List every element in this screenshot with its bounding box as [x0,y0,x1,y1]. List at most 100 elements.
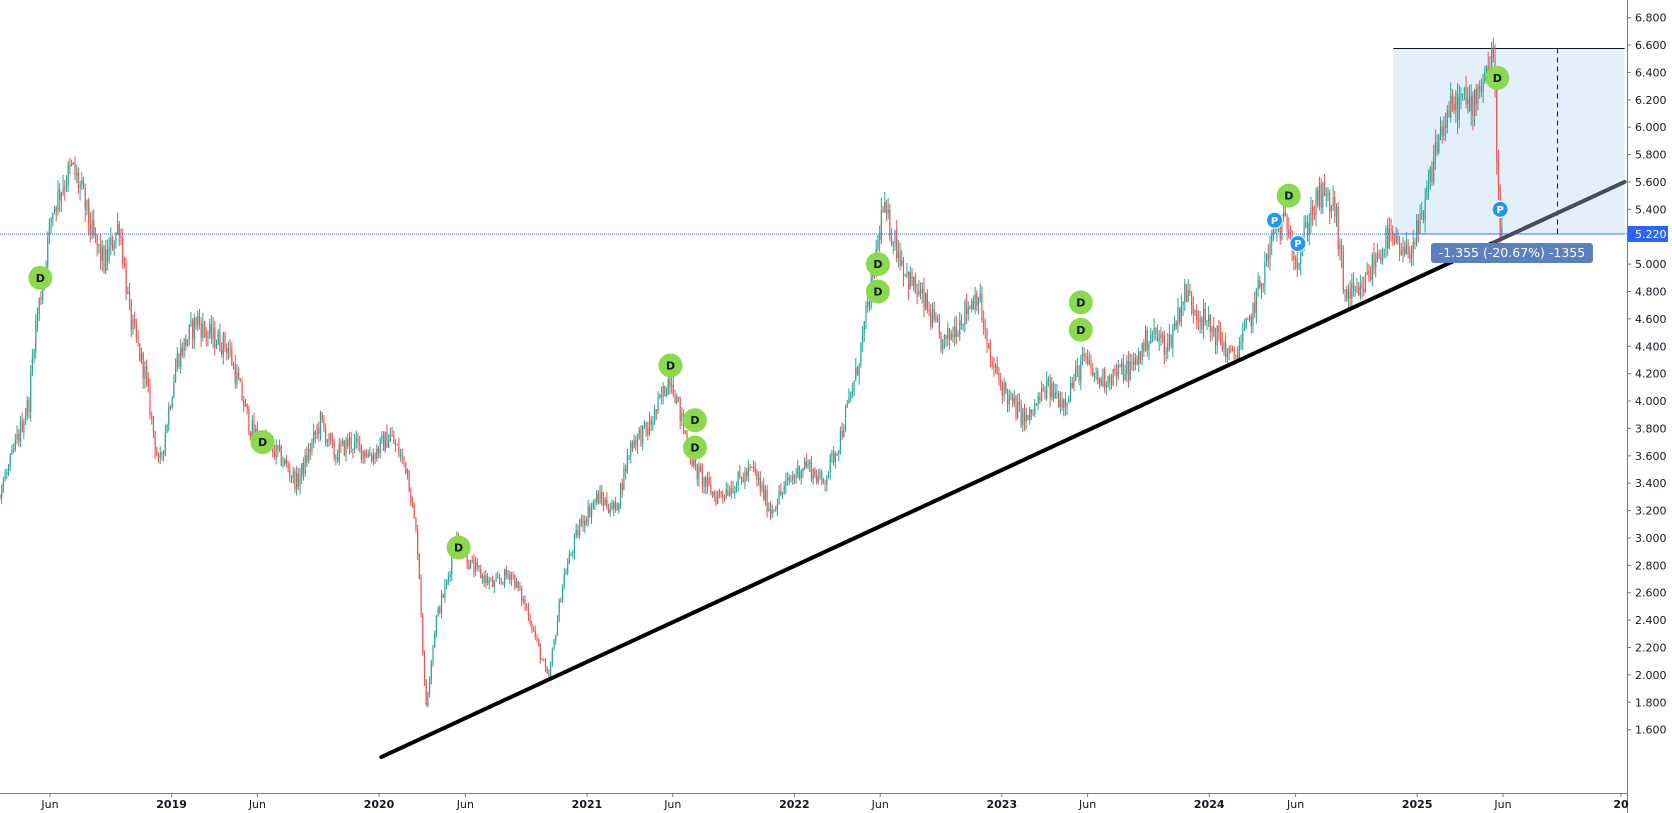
candle-body [786,477,789,480]
candle-body [498,577,501,581]
candle-body [1264,261,1266,286]
dividend-marker[interactable]: D [1068,317,1093,342]
candle-body [342,440,344,445]
candle-body [188,325,190,341]
candle-body [195,317,197,327]
candle-body [1003,382,1005,397]
price-tick-label: 5.600 [1635,176,1667,189]
candle-body [994,365,997,368]
candle-body [451,557,453,575]
candle-body [130,301,132,330]
candle-body [1255,289,1257,313]
dividend-marker-label: D [36,272,45,285]
candle-body [730,487,732,494]
candle-body [945,335,947,339]
price-tick-label: 5.800 [1635,149,1667,162]
candle-body [144,366,146,379]
p-event-marker[interactable]: P [1266,211,1284,229]
dividend-marker[interactable]: D [1068,290,1093,315]
dividend-marker[interactable]: D [865,252,890,277]
candle-body [331,439,334,442]
candle-body [1127,360,1130,380]
candle-body [860,342,862,366]
candle-body [916,292,918,295]
candle-body [1475,89,1477,105]
candle-body [229,348,231,350]
candle-body [1480,90,1483,93]
candle-body [313,431,315,442]
dividend-marker[interactable]: D [1276,183,1301,208]
dividend-marker[interactable]: D [865,279,890,304]
dividend-marker[interactable]: D [1485,65,1510,90]
time-tick-label: 2025 [1402,798,1433,811]
candle-body [427,693,429,706]
price-axis[interactable]: 1.600 1.800 2.000 2.200 2.400 2.600 2.800 3.000… [1627,0,1667,813]
time-tick-label: 2021 [572,798,603,811]
measure-label: -1.355 (-20.67%) -1355 [1430,243,1593,263]
candle-body [53,207,56,213]
p-event-marker[interactable]: P [1289,235,1307,253]
price-tick-label: 3.800 [1635,422,1667,435]
dividend-marker[interactable]: D [446,535,471,560]
candle-body [324,428,327,443]
candle-body [1426,187,1428,200]
candle-body [575,529,577,536]
candle-body [1163,336,1165,355]
candle-body [1351,283,1353,299]
dividend-marker[interactable]: D [682,408,707,433]
candle-body [863,321,865,333]
trendline-extension[interactable] [1491,179,1627,245]
candle-body [1148,343,1150,351]
candle-body [815,476,818,483]
candle-body [1496,85,1498,162]
candle-body [717,493,719,504]
candle-body [769,508,772,515]
candle-body [352,448,354,450]
candle-body [151,416,153,418]
candle-body [633,440,635,448]
candle-body [1393,238,1396,244]
dividend-marker-circle [682,435,707,460]
candle-body [897,251,899,258]
candle-body [599,492,601,504]
candle-body [140,352,143,361]
candle-body [1429,167,1431,183]
candle-body [16,434,18,440]
trendline[interactable] [379,240,1496,760]
candle-body [524,598,526,607]
dividend-marker[interactable]: D [658,353,683,378]
time-tick-label: Jun [456,798,474,811]
event-markers[interactable]: D D D D D D D D D D D D P P P [28,65,1510,560]
candle-body [884,202,886,213]
candle-body [111,237,114,250]
dividend-marker[interactable]: D [28,265,53,290]
candle-body [1305,222,1307,228]
dividend-marker[interactable]: D [682,435,707,460]
candle-body [1058,392,1060,408]
candle-body [396,444,398,446]
candle-body [758,477,760,480]
trendline-drawing[interactable] [379,179,1627,760]
candle-body [544,661,547,669]
candle-body [701,470,703,486]
candle-body [534,630,536,637]
p-event-marker[interactable]: P [1491,200,1509,218]
candle-body [1228,348,1230,354]
candle-body [1436,142,1438,153]
candle-body [1363,287,1365,293]
candle-body [650,420,652,425]
candle-body [1064,400,1067,407]
candle-body [696,464,698,480]
time-axis[interactable]: Jun 2019 Jun 2020 Jun 2021 Jun 2022 Jun 2023 Jun 20… [0,793,1629,811]
candle-body [1468,98,1471,112]
candle-body [156,450,158,457]
candle-body [1392,230,1394,239]
candle-body [781,492,784,494]
dividend-marker[interactable]: D [250,430,275,455]
p-event-marker-circle [1266,211,1284,229]
candle-body [560,600,562,602]
candle-body [178,353,180,367]
candle-body [616,502,618,511]
candle-body [720,491,722,496]
